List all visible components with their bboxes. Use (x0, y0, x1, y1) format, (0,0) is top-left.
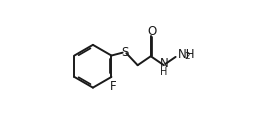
Text: O: O (147, 25, 156, 38)
Text: NH: NH (178, 48, 195, 61)
Text: F: F (110, 80, 116, 93)
Text: N: N (160, 57, 168, 70)
Text: 2: 2 (184, 52, 190, 61)
Text: S: S (121, 46, 128, 59)
Text: H: H (160, 67, 168, 77)
